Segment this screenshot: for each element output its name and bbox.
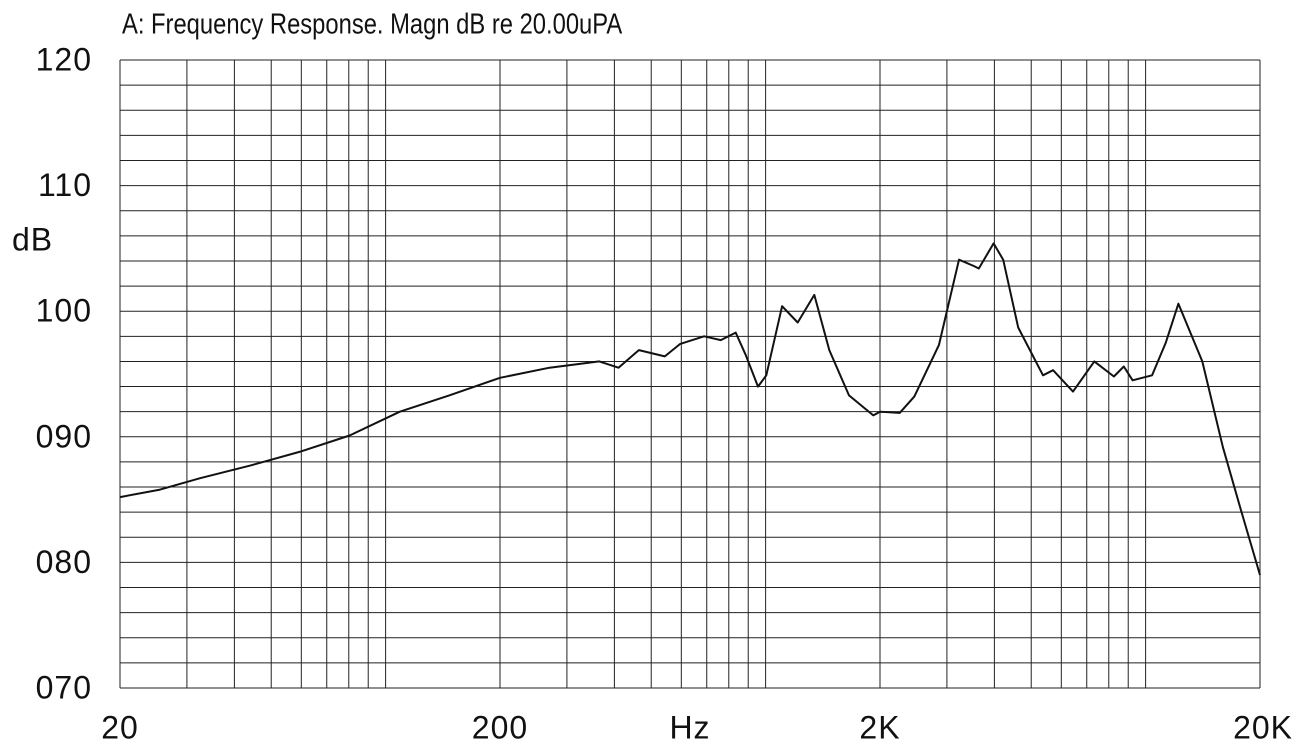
y-tick-label: 080 (36, 544, 92, 580)
x-tick-label: 20K (1233, 709, 1293, 745)
y-axis-label: dB (12, 221, 53, 257)
x-tick-label: 2K (859, 709, 900, 745)
y-tick-label: 100 (36, 293, 92, 329)
y-tick-label: 120 (36, 41, 92, 77)
response-line (119, 242, 1261, 576)
x-tick-label: 200 (472, 709, 528, 745)
y-tick-label: 090 (36, 418, 92, 454)
chart-title: A: Frequency Response. Magn dB re 20.00u… (122, 7, 622, 40)
y-tick-label: 110 (38, 167, 92, 203)
y-tick-label: 070 (36, 669, 92, 705)
x-axis-label: Hz (669, 709, 710, 745)
x-tick-label: 20 (101, 709, 139, 745)
